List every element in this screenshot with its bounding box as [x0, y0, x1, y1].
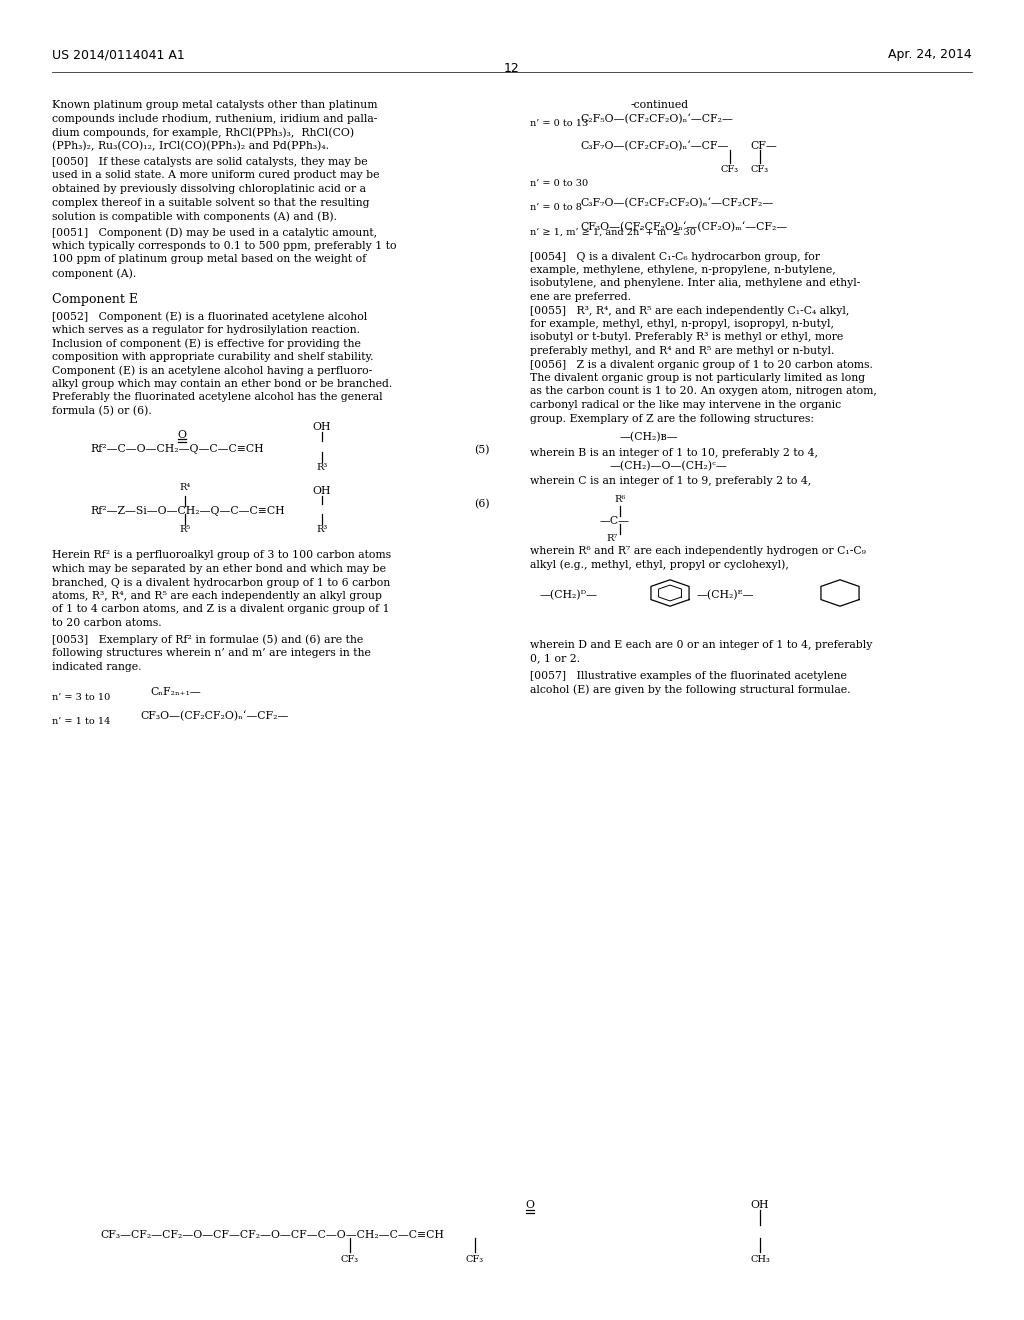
Text: —(CH₂)ʙ—: —(CH₂)ʙ—	[620, 432, 679, 442]
Text: CF₃: CF₃	[466, 1255, 484, 1265]
Text: carbonyl radical or the like may intervene in the organic: carbonyl radical or the like may interve…	[530, 400, 841, 411]
Text: [0055]   R³, R⁴, and R⁵ are each independently C₁-C₄ alkyl,: [0055] R³, R⁴, and R⁵ are each independe…	[530, 305, 849, 315]
Text: component (A).: component (A).	[52, 268, 136, 279]
Text: n’ = 3 to 10: n’ = 3 to 10	[52, 693, 111, 702]
Text: —(CH₂)ᴱ—: —(CH₂)ᴱ—	[697, 590, 755, 601]
Text: branched, Q is a divalent hydrocarbon group of 1 to 6 carbon: branched, Q is a divalent hydrocarbon gr…	[52, 578, 390, 587]
Text: group. Exemplary of Z are the following structures:: group. Exemplary of Z are the following …	[530, 413, 814, 424]
Text: Apr. 24, 2014: Apr. 24, 2014	[888, 48, 972, 61]
Text: formula (5) or (6).: formula (5) or (6).	[52, 407, 152, 416]
Text: Preferably the fluorinated acetylene alcohol has the general: Preferably the fluorinated acetylene alc…	[52, 392, 383, 403]
Text: O: O	[525, 1200, 535, 1210]
Text: The divalent organic group is not particularly limited as long: The divalent organic group is not partic…	[530, 374, 865, 383]
Text: R⁴: R⁴	[179, 483, 190, 492]
Text: —(CH₂)—O—(CH₂)ᶜ—: —(CH₂)—O—(CH₂)ᶜ—	[610, 461, 728, 471]
Text: R⁷: R⁷	[606, 535, 617, 543]
Text: 12: 12	[504, 62, 520, 75]
Text: CF₃O—(CF₂CF₂O)ₙ‘—CF₂—: CF₃O—(CF₂CF₂O)ₙ‘—CF₂—	[140, 710, 289, 721]
Text: wherein R⁶ and R⁷ are each independently hydrogen or C₁-C₉: wherein R⁶ and R⁷ are each independently…	[530, 546, 866, 556]
Text: n’ = 0 to 13: n’ = 0 to 13	[530, 120, 588, 128]
Text: n’ = 1 to 14: n’ = 1 to 14	[52, 717, 111, 726]
Text: Component E: Component E	[52, 293, 138, 306]
Text: [0056]   Z is a divalent organic group of 1 to 20 carbon atoms.: [0056] Z is a divalent organic group of …	[530, 359, 872, 370]
Text: C₂F₅O—(CF₂CF₂O)ₙ‘—CF₂—: C₂F₅O—(CF₂CF₂O)ₙ‘—CF₂—	[580, 114, 733, 124]
Text: CF₃O—(CF₂CF₂O)ₙ‘—(CF₂O)ₘ‘—CF₂—: CF₃O—(CF₂CF₂O)ₙ‘—(CF₂O)ₘ‘—CF₂—	[580, 222, 787, 232]
Text: OH: OH	[312, 421, 331, 432]
Text: used in a solid state. A more uniform cured product may be: used in a solid state. A more uniform cu…	[52, 170, 380, 181]
Text: R⁵: R⁵	[179, 525, 190, 535]
Text: [0051]   Component (D) may be used in a catalytic amount,: [0051] Component (D) may be used in a ca…	[52, 227, 377, 238]
Text: 0, 1 or 2.: 0, 1 or 2.	[530, 653, 581, 664]
Text: -continued: -continued	[631, 100, 689, 110]
Text: alkyl (e.g., methyl, ethyl, propyl or cyclohexyl),: alkyl (e.g., methyl, ethyl, propyl or cy…	[530, 560, 788, 570]
Text: isobutylene, and phenylene. Inter alia, methylene and ethyl-: isobutylene, and phenylene. Inter alia, …	[530, 279, 860, 289]
Text: Component (E) is an acetylene alcohol having a perfluoro-: Component (E) is an acetylene alcohol ha…	[52, 366, 373, 376]
Text: alcohol (E) are given by the following structural formulae.: alcohol (E) are given by the following s…	[530, 685, 851, 696]
Text: CF—: CF—	[750, 141, 777, 150]
Text: CH₃: CH₃	[750, 1255, 770, 1265]
Text: [0054]   Q is a divalent C₁-C₆ hydrocarbon group, for: [0054] Q is a divalent C₁-C₆ hydrocarbon…	[530, 252, 820, 261]
Text: Known platinum group metal catalysts other than platinum: Known platinum group metal catalysts oth…	[52, 100, 378, 110]
Text: n’ ≥ 1, m’ ≥ 1, and 2n’ + m’ ≤ 30: n’ ≥ 1, m’ ≥ 1, and 2n’ + m’ ≤ 30	[530, 228, 696, 238]
Text: (6): (6)	[474, 499, 490, 508]
Text: —C—: —C—	[600, 516, 630, 525]
Text: R³: R³	[316, 463, 328, 473]
Text: ene are preferred.: ene are preferred.	[530, 292, 631, 302]
Text: which typically corresponds to 0.1 to 500 ppm, preferably 1 to: which typically corresponds to 0.1 to 50…	[52, 242, 396, 251]
Text: [0057]   Illustrative examples of the fluorinated acetylene: [0057] Illustrative examples of the fluo…	[530, 671, 847, 681]
Text: composition with appropriate curability and shelf stability.: composition with appropriate curability …	[52, 352, 374, 362]
Text: as the carbon count is 1 to 20. An oxygen atom, nitrogen atom,: as the carbon count is 1 to 20. An oxyge…	[530, 387, 877, 396]
Text: which may be separated by an ether bond and which may be: which may be separated by an ether bond …	[52, 564, 386, 574]
Text: Inclusion of component (E) is effective for providing the: Inclusion of component (E) is effective …	[52, 338, 360, 348]
Text: which serves as a regulator for hydrosilylation reaction.: which serves as a regulator for hydrosil…	[52, 325, 360, 335]
Text: n’ = 0 to 8: n’ = 0 to 8	[530, 203, 582, 213]
Text: C₃F₇O—(CF₂CF₂O)ₙ‘—CF—: C₃F₇O—(CF₂CF₂O)ₙ‘—CF—	[580, 141, 728, 152]
Text: [0053]   Exemplary of Rf² in formulae (5) and (6) are the: [0053] Exemplary of Rf² in formulae (5) …	[52, 635, 364, 645]
Text: US 2014/0114041 A1: US 2014/0114041 A1	[52, 48, 184, 61]
Text: OH: OH	[312, 486, 331, 495]
Text: CF₃: CF₃	[721, 165, 739, 174]
Text: [0050]   If these catalysts are solid catalysts, they may be: [0050] If these catalysts are solid cata…	[52, 157, 368, 168]
Text: following structures wherein n’ and m’ are integers in the: following structures wherein n’ and m’ a…	[52, 648, 371, 657]
Text: R⁶: R⁶	[614, 495, 626, 504]
Text: R³: R³	[316, 525, 328, 535]
Text: dium compounds, for example, RhCl(PPh₃)₃,  RhCl(CO): dium compounds, for example, RhCl(PPh₃)₃…	[52, 127, 354, 137]
Text: n’ = 0 to 30: n’ = 0 to 30	[530, 180, 588, 187]
Text: complex thereof in a suitable solvent so that the resulting: complex thereof in a suitable solvent so…	[52, 198, 370, 207]
Text: O: O	[177, 429, 186, 440]
Text: Rf²—C—O—CH₂—Q—C—C≡CH: Rf²—C—O—CH₂—Q—C—C≡CH	[90, 444, 263, 454]
Text: wherein C is an integer of 1 to 9, preferably 2 to 4,: wherein C is an integer of 1 to 9, prefe…	[530, 477, 811, 487]
Text: wherein D and E each are 0 or an integer of 1 to 4, preferably: wherein D and E each are 0 or an integer…	[530, 640, 872, 649]
Text: to 20 carbon atoms.: to 20 carbon atoms.	[52, 618, 162, 628]
Text: wherein B is an integer of 1 to 10, preferably 2 to 4,: wherein B is an integer of 1 to 10, pref…	[530, 447, 818, 458]
Text: 100 ppm of platinum group metal based on the weight of: 100 ppm of platinum group metal based on…	[52, 255, 367, 264]
Text: CF₃: CF₃	[751, 165, 769, 174]
Text: —(CH₂)ᴰ—: —(CH₂)ᴰ—	[540, 590, 598, 601]
Text: (PPh₃)₂, Ru₃(CO)₁₂, IrCl(CO)(PPh₃)₂ and Pd(PPh₃)₄.: (PPh₃)₂, Ru₃(CO)₁₂, IrCl(CO)(PPh₃)₂ and …	[52, 140, 329, 150]
Text: indicated range.: indicated range.	[52, 661, 141, 672]
Text: Herein Rf² is a perfluoroalkyl group of 3 to 100 carbon atoms: Herein Rf² is a perfluoroalkyl group of …	[52, 550, 391, 561]
Text: [0052]   Component (E) is a fluorinated acetylene alcohol: [0052] Component (E) is a fluorinated ac…	[52, 312, 368, 322]
Text: compounds include rhodium, ruthenium, iridium and palla-: compounds include rhodium, ruthenium, ir…	[52, 114, 378, 124]
Text: solution is compatible with components (A) and (B).: solution is compatible with components (…	[52, 211, 337, 222]
Text: obtained by previously dissolving chloroplatinic acid or a: obtained by previously dissolving chloro…	[52, 183, 366, 194]
Text: alkyl group which may contain an ether bond or be branched.: alkyl group which may contain an ether b…	[52, 379, 392, 389]
Text: CF₃: CF₃	[341, 1255, 359, 1265]
Text: CₙF₂ₙ₊₁—: CₙF₂ₙ₊₁—	[150, 686, 201, 697]
Text: (5): (5)	[474, 445, 490, 455]
Text: CF₃—CF₂—CF₂—O—CF—CF₂—O—CF—C—O—CH₂—C—C≡CH: CF₃—CF₂—CF₂—O—CF—CF₂—O—CF—C—O—CH₂—C—C≡CH	[100, 1230, 443, 1239]
Text: C₃F₇O—(CF₂CF₂CF₂O)ₙ‘—CF₂CF₂—: C₃F₇O—(CF₂CF₂CF₂O)ₙ‘—CF₂CF₂—	[580, 198, 773, 209]
Text: isobutyl or t-butyl. Preferably R³ is methyl or ethyl, more: isobutyl or t-butyl. Preferably R³ is me…	[530, 333, 843, 342]
Text: for example, methyl, ethyl, n-propyl, isopropyl, n-butyl,: for example, methyl, ethyl, n-propyl, is…	[530, 319, 834, 329]
Text: atoms, R³, R⁴, and R⁵ are each independently an alkyl group: atoms, R³, R⁴, and R⁵ are each independe…	[52, 591, 382, 601]
Text: of 1 to 4 carbon atoms, and Z is a divalent organic group of 1: of 1 to 4 carbon atoms, and Z is a dival…	[52, 605, 389, 615]
Text: preferably methyl, and R⁴ and R⁵ are methyl or n-butyl.: preferably methyl, and R⁴ and R⁵ are met…	[530, 346, 835, 356]
Text: Rf²—Z—Si—O—CH₂—Q—C—C≡CH: Rf²—Z—Si—O—CH₂—Q—C—C≡CH	[90, 506, 285, 516]
Text: example, methylene, ethylene, n-propylene, n-butylene,: example, methylene, ethylene, n-propylen…	[530, 265, 836, 275]
Text: OH: OH	[751, 1200, 769, 1210]
